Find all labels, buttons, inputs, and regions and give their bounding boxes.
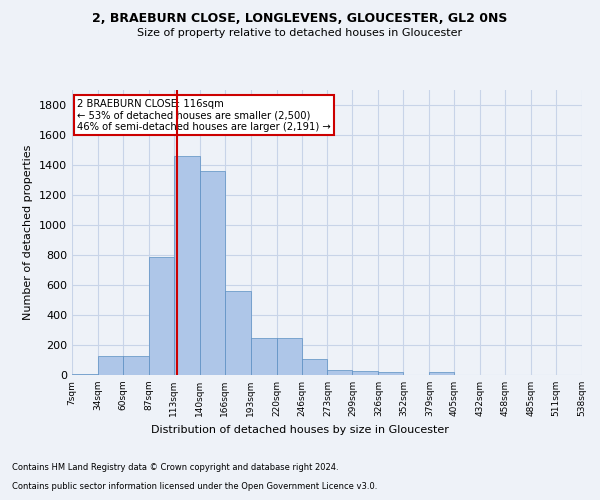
Bar <box>225 291 251 375</box>
Text: Contains public sector information licensed under the Open Government Licence v3: Contains public sector information licen… <box>12 482 377 491</box>
Bar <box>328 370 352 375</box>
Text: 2 BRAEBURN CLOSE: 116sqm
← 53% of detached houses are smaller (2,500)
46% of sem: 2 BRAEBURN CLOSE: 116sqm ← 53% of detach… <box>77 98 331 132</box>
Text: Distribution of detached houses by size in Gloucester: Distribution of detached houses by size … <box>151 425 449 435</box>
Bar <box>302 358 328 375</box>
Bar <box>429 372 454 375</box>
Text: Contains HM Land Registry data © Crown copyright and database right 2024.: Contains HM Land Registry data © Crown c… <box>12 464 338 472</box>
Bar <box>352 370 379 375</box>
Bar <box>200 171 225 375</box>
Bar <box>174 156 200 375</box>
Text: Size of property relative to detached houses in Gloucester: Size of property relative to detached ho… <box>137 28 463 38</box>
Bar <box>123 356 149 375</box>
Text: 2, BRAEBURN CLOSE, LONGLEVENS, GLOUCESTER, GL2 0NS: 2, BRAEBURN CLOSE, LONGLEVENS, GLOUCESTE… <box>92 12 508 26</box>
Bar <box>149 256 174 375</box>
Bar <box>98 356 123 375</box>
Bar <box>251 338 277 375</box>
Y-axis label: Number of detached properties: Number of detached properties <box>23 145 34 320</box>
Bar <box>277 338 302 375</box>
Bar <box>72 374 98 375</box>
Bar <box>379 372 403 375</box>
